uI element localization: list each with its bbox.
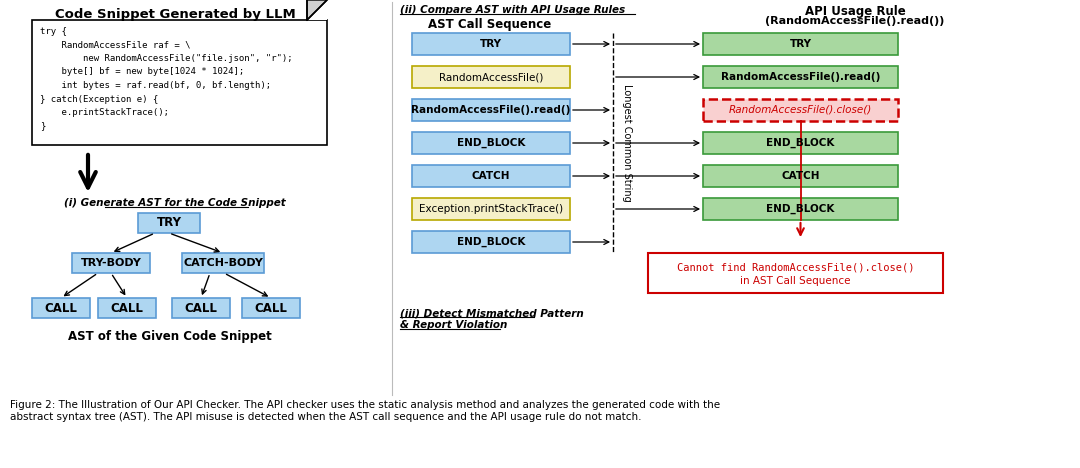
Bar	[648, 253, 943, 293]
Text: int bytes = raf.read(bf, 0, bf.length);: int bytes = raf.read(bf, 0, bf.length);	[40, 81, 271, 90]
Bar	[411, 66, 570, 88]
Text: AST of the Given Code Snippet: AST of the Given Code Snippet	[68, 330, 272, 343]
Text: RandomAccessFile().read(): RandomAccessFile().read()	[720, 72, 880, 82]
Text: CATCH: CATCH	[472, 171, 510, 181]
Text: & Report Violation: & Report Violation	[400, 320, 508, 330]
Text: (i) Generate AST for the Code Snippet: (i) Generate AST for the Code Snippet	[64, 198, 286, 208]
Text: byte[] bf = new byte[1024 * 1024];: byte[] bf = new byte[1024 * 1024];	[40, 67, 244, 76]
Text: END_BLOCK: END_BLOCK	[767, 204, 835, 214]
Bar	[411, 33, 570, 55]
Bar	[98, 298, 156, 318]
Text: new RandomAccessFile("file.json", "r");: new RandomAccessFile("file.json", "r");	[40, 54, 293, 63]
Text: END_BLOCK: END_BLOCK	[457, 237, 525, 247]
Text: END_BLOCK: END_BLOCK	[767, 138, 835, 148]
Text: in AST Call Sequence: in AST Call Sequence	[740, 276, 851, 286]
Text: RandomAccessFile().close(): RandomAccessFile().close()	[729, 105, 873, 115]
Text: RandomAccessFile().read(): RandomAccessFile().read()	[411, 105, 570, 115]
Bar	[411, 165, 570, 187]
Bar	[411, 198, 570, 220]
Text: } catch(Exception e) {: } catch(Exception e) {	[40, 95, 159, 103]
Text: END_BLOCK: END_BLOCK	[457, 138, 525, 148]
Text: TRY: TRY	[157, 217, 181, 229]
Text: RandomAccessFile raf = \: RandomAccessFile raf = \	[40, 41, 190, 50]
Text: CALL: CALL	[255, 301, 287, 314]
Bar	[183, 253, 264, 273]
Bar	[411, 99, 570, 121]
Bar	[703, 165, 897, 187]
Text: Code Snippet Generated by LLM: Code Snippet Generated by LLM	[55, 8, 295, 21]
Bar	[703, 99, 897, 121]
Bar	[703, 198, 897, 220]
Text: CATCH-BODY: CATCH-BODY	[184, 258, 262, 268]
Text: e.printStackTrace();: e.printStackTrace();	[40, 108, 168, 117]
Text: CATCH: CATCH	[781, 171, 820, 181]
Text: Exception.printStackTrace(): Exception.printStackTrace()	[419, 204, 563, 214]
Bar	[703, 33, 897, 55]
Text: TRY: TRY	[789, 39, 811, 49]
Bar	[242, 298, 300, 318]
Bar	[703, 132, 897, 154]
Text: (iii) Detect Mismatched Pattern: (iii) Detect Mismatched Pattern	[400, 308, 584, 318]
Text: RandomAccessFile(): RandomAccessFile()	[438, 72, 543, 82]
Text: Longest Common String: Longest Common String	[622, 84, 632, 202]
Bar	[703, 66, 897, 88]
Text: (RandomAccessFile().read()): (RandomAccessFile().read())	[766, 16, 945, 26]
Text: Cannot find RandomAccessFile().close(): Cannot find RandomAccessFile().close()	[677, 262, 915, 272]
Bar	[32, 298, 90, 318]
Text: TRY-BODY: TRY-BODY	[81, 258, 141, 268]
Text: API Usage Rule: API Usage Rule	[805, 5, 905, 18]
Text: CALL: CALL	[44, 301, 78, 314]
Text: try {: try {	[40, 27, 67, 36]
Text: CALL: CALL	[110, 301, 144, 314]
Text: CALL: CALL	[185, 301, 217, 314]
Text: (ii) Compare AST with API Usage Rules: (ii) Compare AST with API Usage Rules	[400, 5, 625, 15]
Bar	[72, 253, 150, 273]
Text: AST Call Sequence: AST Call Sequence	[429, 18, 552, 31]
Text: TRY: TRY	[480, 39, 502, 49]
Polygon shape	[307, 0, 327, 20]
Bar	[32, 20, 327, 145]
Text: Figure 2: The Illustration of Our API Checker. The API checker uses the static a: Figure 2: The Illustration of Our API Ch…	[10, 400, 720, 410]
Bar	[411, 231, 570, 253]
Bar	[138, 213, 200, 233]
Polygon shape	[307, 0, 327, 20]
Text: abstract syntax tree (AST). The API misuse is detected when the AST call sequenc: abstract syntax tree (AST). The API misu…	[10, 412, 642, 422]
Bar	[172, 298, 230, 318]
Text: }: }	[40, 122, 45, 131]
Bar	[411, 132, 570, 154]
